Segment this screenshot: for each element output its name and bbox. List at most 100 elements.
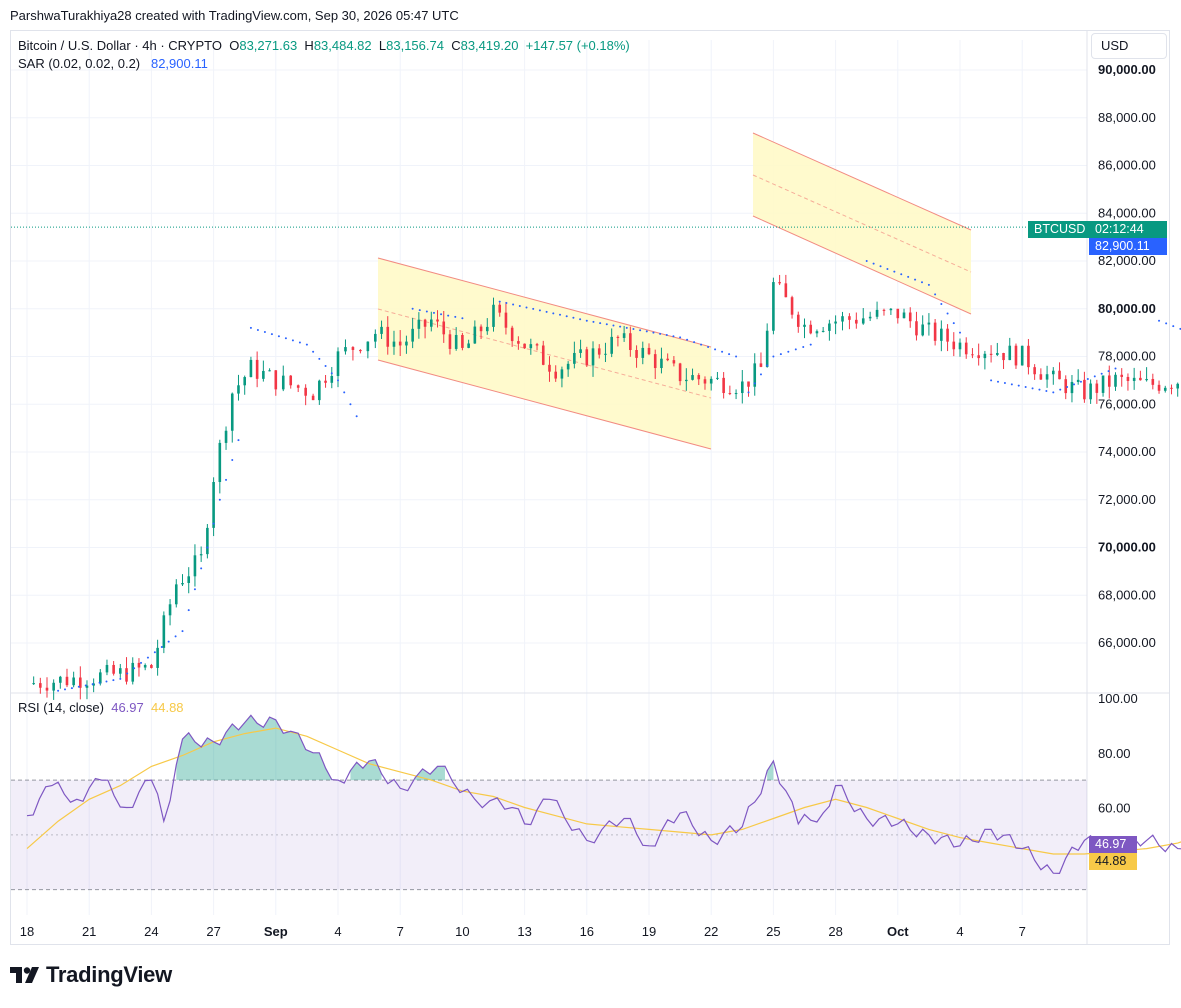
candle-body[interactable] [448, 334, 452, 349]
sar-label[interactable]: SAR (0.02, 0.02, 0.2) [18, 56, 141, 71]
candle-body[interactable] [635, 350, 638, 358]
channel-late-september-lower[interactable] [752, 215, 972, 315]
candle-body[interactable] [841, 316, 844, 322]
candle-body[interactable] [958, 342, 962, 350]
candle-body[interactable] [759, 363, 763, 367]
candle-body[interactable] [1076, 379, 1080, 382]
candle-body[interactable] [1157, 384, 1161, 391]
candle-body[interactable] [461, 334, 464, 348]
candle-body[interactable] [597, 348, 601, 355]
channel-september-upper[interactable] [377, 257, 712, 348]
candle-body[interactable] [703, 379, 707, 384]
candle-body[interactable] [722, 377, 725, 394]
candle-body[interactable] [983, 353, 987, 359]
candle-body[interactable] [685, 379, 688, 382]
candle-body[interactable] [224, 430, 228, 443]
candle-body[interactable] [1014, 345, 1018, 366]
candle-body[interactable] [778, 282, 781, 284]
candle-body[interactable] [92, 683, 95, 686]
candle-body[interactable] [193, 555, 197, 577]
candle-body[interactable] [1120, 374, 1124, 377]
candle-body[interactable] [996, 352, 999, 355]
candle-body[interactable] [535, 344, 539, 346]
candle-body[interactable] [1126, 376, 1130, 381]
candle-body[interactable] [39, 683, 42, 688]
candle-body[interactable] [641, 347, 645, 358]
candle-body[interactable] [529, 344, 533, 349]
candle-body[interactable] [591, 348, 595, 366]
candle-body[interactable] [610, 336, 613, 354]
candle-body[interactable] [85, 685, 89, 688]
candle-body[interactable] [344, 347, 347, 352]
candle-body[interactable] [734, 393, 738, 395]
candle-body[interactable] [336, 351, 340, 377]
candle-body[interactable] [977, 355, 980, 359]
candle-body[interactable] [125, 668, 128, 682]
candle-body[interactable] [573, 352, 576, 364]
rsi-ma-line[interactable] [26, 727, 1181, 855]
candle-body[interactable] [653, 354, 657, 369]
candle-body[interactable] [815, 331, 819, 334]
candle-body[interactable] [52, 682, 55, 691]
candle-body[interactable] [65, 676, 69, 686]
candle-body[interactable] [666, 358, 669, 361]
candle-body[interactable] [510, 327, 514, 342]
candle-body[interactable] [796, 314, 800, 327]
candle-body[interactable] [262, 370, 265, 379]
candle-body[interactable] [99, 672, 102, 684]
candle-body[interactable] [933, 322, 937, 341]
candle-body[interactable] [398, 341, 402, 346]
candle-body[interactable] [330, 376, 334, 383]
candle-body[interactable] [187, 576, 191, 584]
candle-body[interactable] [896, 308, 900, 319]
candle-body[interactable] [150, 665, 153, 668]
candle-body[interactable] [1176, 383, 1179, 389]
candle-body[interactable] [741, 381, 744, 394]
candle-body[interactable] [255, 359, 259, 379]
rsi-label[interactable]: RSI (14, close) [18, 700, 104, 715]
candle-body[interactable] [629, 333, 632, 351]
candle-body[interactable] [249, 359, 253, 378]
channel-september-lower[interactable] [377, 359, 712, 450]
candle-body[interactable] [579, 349, 582, 353]
candle-body[interactable] [112, 664, 115, 674]
candle-body[interactable] [59, 676, 62, 683]
candle-body[interactable] [772, 282, 775, 331]
candle-body[interactable] [848, 316, 851, 320]
candle-body[interactable] [351, 347, 355, 350]
channel-late-september-upper[interactable] [752, 132, 972, 231]
candle-body[interactable] [268, 370, 271, 372]
candle-body[interactable] [747, 381, 750, 387]
candle-body[interactable] [709, 378, 713, 384]
candle-body[interactable] [1114, 374, 1117, 387]
candle-body[interactable] [1039, 374, 1043, 380]
candle-body[interactable] [855, 319, 858, 324]
candle-body[interactable] [1107, 375, 1111, 387]
candle-body[interactable] [168, 604, 172, 616]
candle-body[interactable] [946, 328, 949, 342]
candle-body[interactable] [964, 342, 968, 355]
candle-body[interactable] [498, 304, 502, 313]
candle-body[interactable] [1132, 377, 1136, 381]
candle-body[interactable] [554, 371, 557, 379]
candle-body[interactable] [604, 353, 607, 355]
candle-body[interactable] [716, 377, 719, 379]
candle-body[interactable] [908, 312, 912, 322]
candle-body[interactable] [296, 385, 300, 388]
candle-body[interactable] [660, 358, 663, 369]
candle-body[interactable] [952, 341, 956, 350]
candle-body[interactable] [691, 375, 694, 380]
candle-body[interactable] [436, 319, 439, 322]
candle-body[interactable] [868, 316, 872, 319]
candle-body[interactable] [380, 326, 383, 334]
candle-body[interactable] [366, 341, 370, 352]
candle-body[interactable] [72, 677, 75, 686]
candle-body[interactable] [616, 336, 620, 338]
candle-body[interactable] [523, 343, 526, 349]
candle-body[interactable] [622, 333, 626, 338]
candle-body[interactable] [678, 363, 682, 382]
rsi-line[interactable] [26, 714, 1181, 875]
candle-body[interactable] [1045, 374, 1049, 380]
candle-body[interactable] [647, 347, 651, 355]
